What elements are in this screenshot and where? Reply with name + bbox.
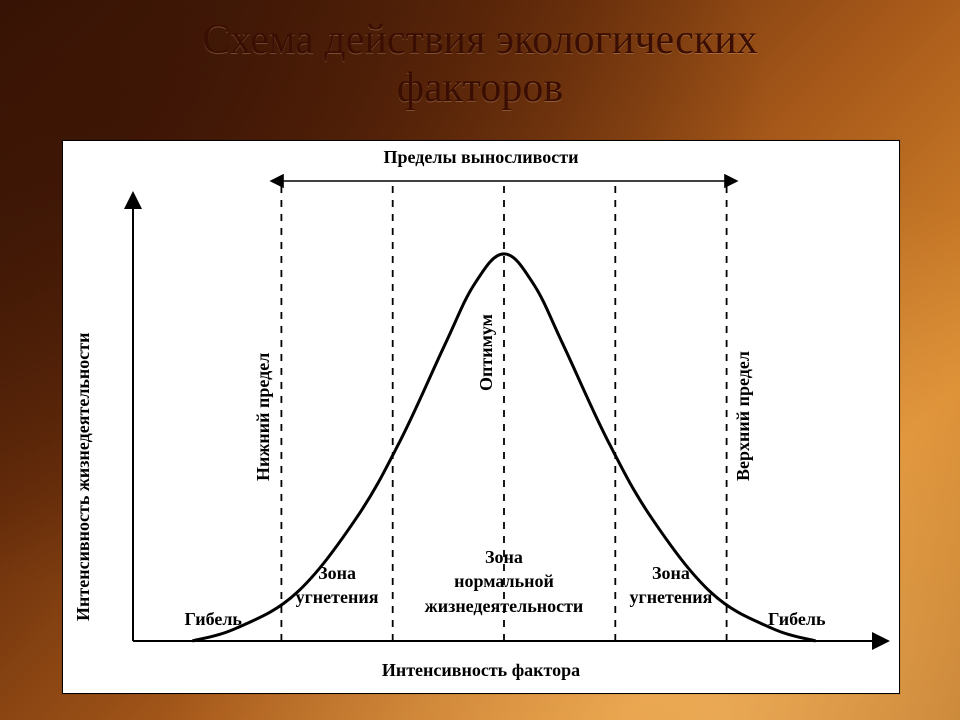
y-axis-label: Интенсивность жизнедеятельности bbox=[73, 261, 94, 621]
suppression-right-label: Зонаугнетения bbox=[615, 561, 726, 610]
tolerance-span-label: Пределы выносливости bbox=[63, 147, 899, 168]
lower-limit-label: Нижний предел bbox=[253, 261, 274, 481]
chart-container: Интенсивность жизнедеятельности Интенсив… bbox=[62, 140, 900, 694]
suppression-left-label: Зонаугнетения bbox=[281, 561, 392, 610]
upper-limit-label: Верхний предел bbox=[733, 261, 754, 481]
slide-root: Схема действия экологическихфакторов Инт… bbox=[0, 0, 960, 720]
slide-title: Схема действия экологическихфакторов bbox=[0, 16, 960, 113]
death-right-label: Гибель bbox=[719, 607, 875, 631]
death-left-label: Гибель bbox=[135, 607, 291, 631]
optimum-label: Оптимум bbox=[476, 261, 497, 391]
x-axis-label: Интенсивность фактора bbox=[63, 660, 899, 681]
normal-zone-label: Зонанормальнойжизнедеятельности bbox=[393, 545, 616, 618]
